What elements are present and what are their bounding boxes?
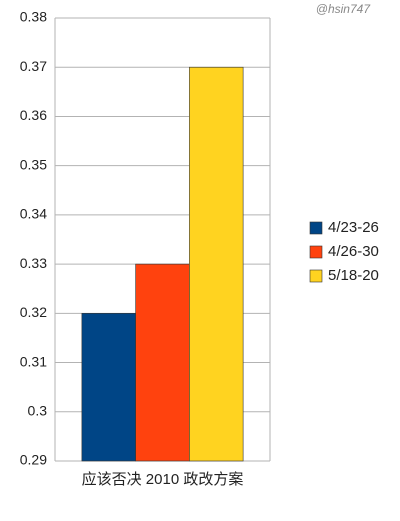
- y-tick-label: 0.31: [20, 353, 47, 369]
- y-tick-label: 0.33: [20, 255, 47, 271]
- legend-swatch: [309, 221, 323, 235]
- bar: [135, 263, 190, 462]
- annotation: @hsin747: [316, 2, 372, 16]
- y-tick-label: 0.34: [20, 206, 47, 222]
- legend-swatch: [309, 245, 323, 259]
- y-tick-label: 0.29: [20, 452, 47, 468]
- bar: [189, 66, 244, 462]
- y-tick-label: 0.38: [20, 9, 47, 25]
- legend-label: 4/23-26: [328, 219, 379, 236]
- y-tick-label: 0.37: [20, 58, 47, 74]
- legend-swatch: [309, 269, 323, 283]
- y-tick-label: 0.3: [28, 402, 48, 418]
- y-tick-label: 0.36: [20, 107, 47, 123]
- y-tick-label: 0.35: [20, 156, 47, 172]
- bar: [81, 313, 136, 462]
- legend-label: 5/18-20: [328, 267, 379, 284]
- y-tick-label: 0.32: [20, 304, 47, 320]
- x-tick-label: 应该否决 2010 政改方案: [82, 470, 244, 488]
- legend-label: 4/26-30: [328, 243, 379, 260]
